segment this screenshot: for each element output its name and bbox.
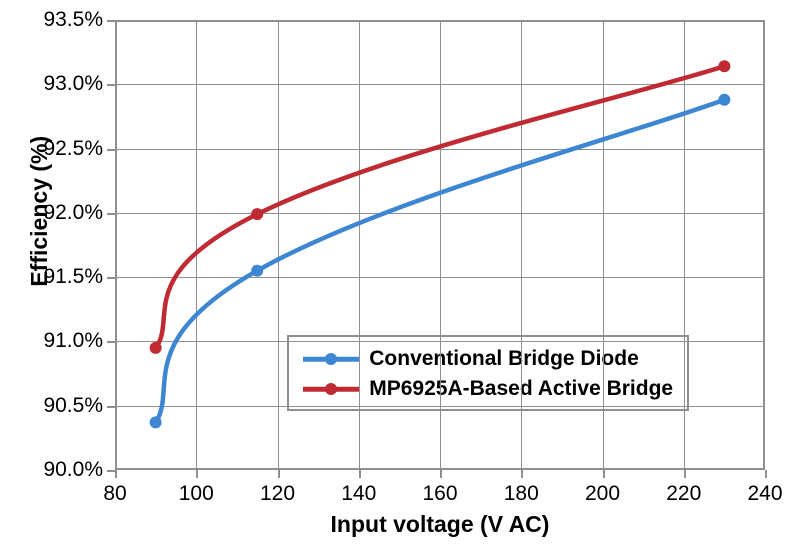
legend: Conventional Bridge DiodeMP6925A-Based A…: [287, 335, 689, 411]
y-tick-mark: [107, 406, 115, 408]
x-tick-label: 180: [504, 482, 539, 506]
x-tick-mark: [603, 470, 605, 478]
gridline-horizontal: [115, 213, 765, 214]
y-tick-mark: [107, 470, 115, 472]
legend-label: Conventional Bridge Diode: [369, 347, 639, 371]
y-tick-mark: [107, 20, 115, 22]
gridline-horizontal: [115, 84, 765, 85]
gridline-vertical: [278, 20, 279, 470]
y-tick-label: 93.5%: [43, 8, 103, 32]
gridline-vertical: [684, 20, 685, 470]
gridline-horizontal: [115, 277, 765, 278]
y-tick-label: 93.0%: [43, 72, 103, 96]
x-tick-label: 120: [260, 482, 295, 506]
y-tick-label: 91.0%: [43, 329, 103, 353]
y-tick-label: 90.5%: [43, 394, 103, 418]
gridline-vertical: [359, 20, 360, 470]
y-tick-mark: [107, 213, 115, 215]
legend-swatch-marker-icon: [325, 383, 337, 395]
x-tick-mark: [440, 470, 442, 478]
x-tick-mark: [765, 470, 767, 478]
x-axis-title: Input voltage (V AC): [115, 511, 765, 538]
x-tick-label: 200: [585, 482, 620, 506]
gridline-vertical: [440, 20, 441, 470]
gridline-vertical: [196, 20, 197, 470]
y-tick-label: 92.5%: [43, 137, 103, 161]
y-tick-label: 91.5%: [43, 265, 103, 289]
x-tick-mark: [521, 470, 523, 478]
gridline-horizontal: [115, 341, 765, 342]
x-tick-label: 80: [103, 482, 126, 506]
gridline-horizontal: [115, 149, 765, 150]
y-tick-label: 92.0%: [43, 201, 103, 225]
x-tick-label: 160: [422, 482, 457, 506]
legend-swatch-conventional: [303, 349, 359, 369]
legend-swatch-marker-icon: [325, 353, 337, 365]
x-tick-label: 220: [666, 482, 701, 506]
y-tick-mark: [107, 149, 115, 151]
x-tick-mark: [196, 470, 198, 478]
y-tick-mark: [107, 341, 115, 343]
x-tick-mark: [684, 470, 686, 478]
gridline-vertical: [603, 20, 604, 470]
x-tick-label: 240: [747, 482, 782, 506]
x-tick-mark: [278, 470, 280, 478]
gridline-vertical: [521, 20, 522, 470]
y-tick-mark: [107, 277, 115, 279]
x-tick-label: 140: [341, 482, 376, 506]
x-tick-mark: [115, 470, 117, 478]
legend-swatch-mp6925a: [303, 379, 359, 399]
x-tick-mark: [359, 470, 361, 478]
y-tick-mark: [107, 84, 115, 86]
efficiency-chart: Efficiency (%) Input voltage (V AC) Conv…: [0, 0, 800, 550]
gridline-horizontal: [115, 406, 765, 407]
x-tick-label: 100: [179, 482, 214, 506]
y-tick-label: 90.0%: [43, 458, 103, 482]
